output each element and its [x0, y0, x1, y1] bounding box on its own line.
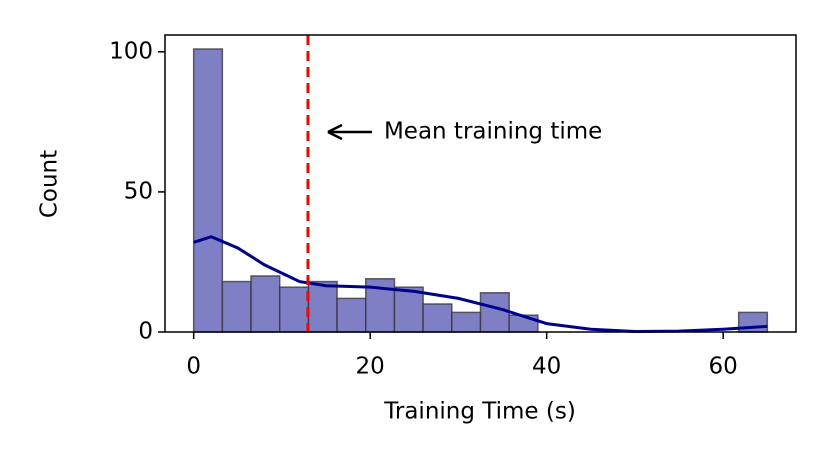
y-axis-label: Count — [37, 150, 63, 218]
bar — [307, 280, 338, 333]
y-tick-label: 50 — [124, 178, 153, 204]
bar — [278, 286, 310, 333]
y-tick-label: 0 — [138, 319, 153, 345]
annotation-arrowhead — [327, 123, 343, 141]
bar — [336, 297, 367, 333]
y-tick-label: 100 — [109, 38, 153, 64]
bar — [451, 311, 482, 333]
bar — [422, 303, 453, 333]
x-tick-label: 20 — [356, 354, 385, 380]
x-tick-label: 40 — [532, 354, 561, 380]
bar — [393, 286, 424, 333]
bar — [479, 292, 510, 333]
bar — [221, 280, 252, 333]
x-axis-label: Training Time (s) — [383, 399, 576, 425]
x-tick-label: 60 — [709, 354, 738, 380]
annotation-text: Mean training time — [384, 119, 602, 145]
x-tick-label: 0 — [186, 354, 201, 380]
plot-frame — [164, 34, 797, 333]
bar — [250, 275, 281, 333]
bar — [192, 48, 224, 333]
